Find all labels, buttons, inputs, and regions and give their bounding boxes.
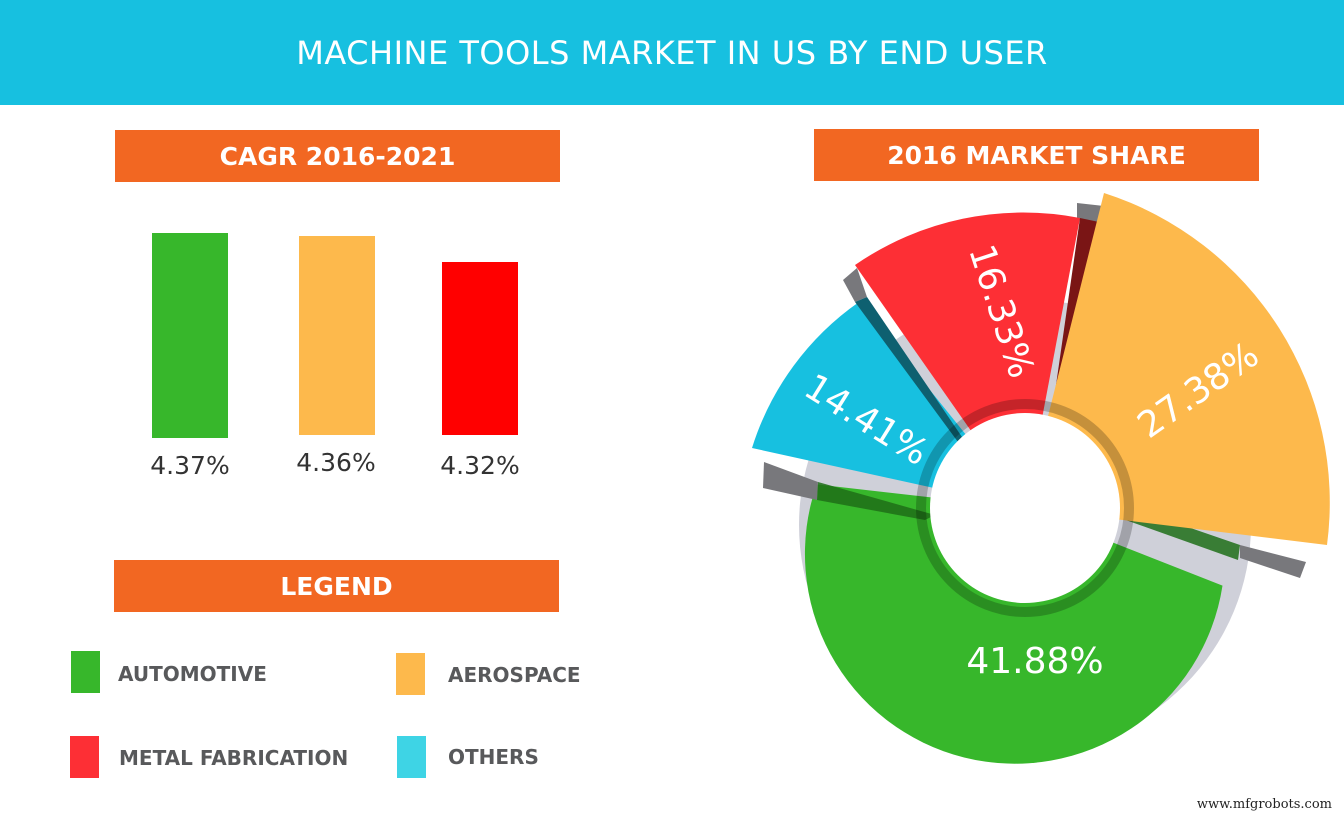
bar-label-metal-fabrication: 4.32% (440, 451, 520, 480)
legend-label-aerospace: AEROSPACE (448, 663, 581, 687)
legend-label-others: OTHERS (448, 745, 539, 769)
bar-automotive (152, 233, 228, 438)
legend-label-automotive: AUTOMOTIVE (118, 662, 267, 686)
legend-banner: LEGEND (114, 560, 559, 612)
legend-swatch-others (397, 736, 426, 778)
bar-label-automotive: 4.37% (150, 451, 230, 480)
watermark: www.mfgrobots.com (1196, 797, 1332, 812)
slice-shadow-gray-top (1077, 203, 1104, 222)
slice-shadow-gray-red (843, 268, 867, 302)
slice-shadow-gray-left (763, 462, 818, 500)
bar-label-aerospace: 4.36% (296, 448, 376, 477)
donut-hole (930, 413, 1120, 603)
legend-swatch-aerospace (396, 653, 425, 695)
bar-metal-fabrication (442, 262, 518, 435)
chart-title: MACHINE TOOLS MARKET IN US BY END USER (296, 33, 1048, 72)
slice-others-seam-shadow (855, 297, 962, 442)
title-bar: MACHINE TOOLS MARKET IN US BY END USER (0, 0, 1344, 105)
legend-label-metal-fabrication: METAL FABRICATION (119, 746, 349, 770)
legend-swatch-automotive (71, 651, 100, 693)
slice-automotive (804, 484, 1223, 764)
legend-swatch-metal-fabrication (70, 736, 99, 778)
slice-shadow-gray (1240, 545, 1306, 578)
slice-automotive-seam-shadow (817, 482, 935, 520)
bar-aerospace (299, 236, 375, 435)
slice-label-automotive: 41.88% (966, 641, 1103, 682)
donut-inner-ring (916, 399, 1134, 617)
market-share-banner: 2016 MARKET SHARE (814, 129, 1259, 181)
cagr-banner: CAGR 2016-2021 (115, 130, 560, 182)
